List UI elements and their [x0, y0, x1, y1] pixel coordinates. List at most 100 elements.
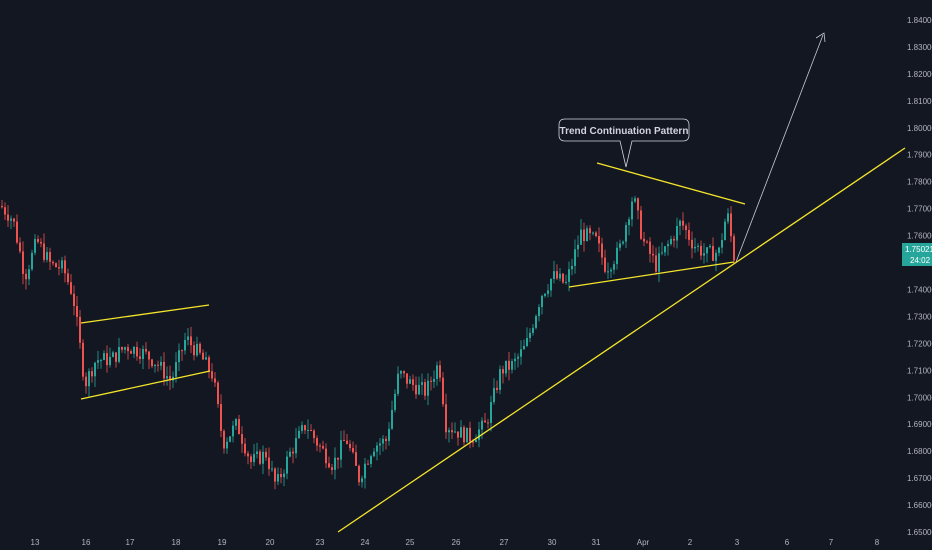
candle-body	[469, 427, 471, 442]
candle-body	[295, 438, 297, 454]
candle-body	[301, 425, 303, 431]
candle-body	[541, 295, 543, 308]
candle-body	[235, 419, 237, 426]
time-axis[interactable]: 13 16 17 18 19 20 23 24 25 26 27 30 31 Apr 2 3 6 7 8	[31, 538, 880, 547]
pattern-callout[interactable]: Trend Continuation Pattern	[558, 118, 690, 168]
time-tick-label: 3	[735, 538, 740, 547]
candle-body	[55, 263, 57, 268]
candle-body	[415, 384, 417, 395]
candle-body	[592, 232, 594, 234]
candle-body	[28, 269, 30, 280]
price-axis[interactable]: 1.84000 1.83000 1.82000 1.81000 1.80000 1.790…	[907, 16, 932, 537]
candle-body	[154, 364, 156, 367]
price-tick-label: 1.82000	[907, 70, 932, 79]
candle-body	[190, 336, 192, 346]
time-tick-label: 2	[688, 538, 693, 547]
candle-body	[457, 431, 459, 438]
time-tick-label: 26	[452, 538, 461, 547]
candle-body	[643, 238, 645, 242]
candle-body	[511, 361, 513, 370]
candle-body	[367, 463, 369, 465]
pennant-lower-line[interactable]	[568, 261, 735, 288]
candle-body	[247, 453, 249, 457]
candle-body	[712, 245, 714, 261]
candles-layer	[1, 195, 735, 490]
candle-body	[727, 213, 729, 222]
candle-body	[139, 356, 141, 360]
candle-body	[412, 379, 414, 385]
candle-body	[97, 360, 99, 363]
candle-body	[571, 265, 573, 270]
candle-body	[538, 307, 540, 317]
candle-body	[598, 236, 600, 244]
candle-body	[271, 468, 273, 470]
pennant-upper-line[interactable]	[596, 162, 746, 205]
candle-body	[277, 474, 279, 482]
price-tick-label: 1.73000	[907, 312, 932, 321]
candle-body	[493, 387, 495, 403]
candle-body	[385, 438, 387, 441]
candle-body	[382, 438, 384, 444]
candle-body	[421, 382, 423, 385]
candle-body	[334, 457, 336, 470]
candle-body	[361, 478, 363, 483]
time-tick-label: 31	[592, 538, 601, 547]
candle-body	[25, 273, 27, 280]
candle-body	[496, 387, 498, 390]
candle-body	[715, 252, 717, 261]
candle-body	[673, 238, 675, 241]
candle-body	[535, 316, 537, 328]
candle-body	[697, 245, 699, 247]
candle-body	[328, 463, 330, 468]
candle-body	[607, 271, 609, 273]
candle-body	[319, 445, 321, 447]
candle-body	[631, 201, 633, 220]
candle-body	[220, 404, 222, 431]
candle-body	[475, 439, 477, 443]
candle-body	[520, 349, 522, 357]
candle-body	[67, 273, 69, 283]
price-tick-label: 1.68000	[907, 447, 932, 456]
candle-body	[676, 225, 678, 241]
candle-body	[649, 241, 651, 254]
candle-body	[145, 349, 147, 352]
candle-body	[679, 220, 681, 226]
candle-body	[448, 430, 450, 433]
time-tick-label: 24	[361, 538, 370, 547]
candle-body	[730, 213, 732, 237]
candle-body	[127, 347, 129, 352]
candle-body	[265, 451, 267, 458]
candle-body	[352, 448, 354, 453]
flag1-upper-line[interactable]	[80, 304, 210, 324]
candle-body	[466, 427, 468, 443]
candle-body	[10, 218, 12, 221]
last-price-tag: 1.75021 24:02	[902, 243, 932, 266]
candle-body	[460, 427, 462, 438]
candle-body	[658, 253, 660, 272]
time-tick-label: 8	[875, 538, 880, 547]
candle-body	[358, 465, 360, 483]
time-tick-label: 19	[218, 538, 227, 547]
candle-body	[7, 214, 9, 221]
flag1-lower-line[interactable]	[80, 370, 211, 400]
time-tick-label: 23	[316, 538, 325, 547]
projection-arrow-line[interactable]	[735, 34, 824, 263]
time-tick-label: 20	[266, 538, 275, 547]
time-tick-label: Apr	[637, 538, 650, 547]
candle-body	[226, 441, 228, 449]
time-tick-label: 6	[785, 538, 790, 547]
candle-body	[379, 443, 381, 446]
time-tick-label: 13	[31, 538, 40, 547]
rising-support-trendline[interactable]	[337, 147, 906, 533]
candle-body	[19, 242, 21, 252]
candle-body	[394, 393, 396, 410]
last-price-tag-bg	[902, 243, 932, 266]
candle-body	[250, 456, 252, 463]
candle-body	[202, 352, 204, 360]
candle-body	[655, 255, 657, 272]
candle-body	[340, 440, 342, 460]
candle-body	[430, 380, 432, 382]
price-tick-label: 1.67000	[907, 474, 932, 483]
candle-body	[517, 356, 519, 359]
